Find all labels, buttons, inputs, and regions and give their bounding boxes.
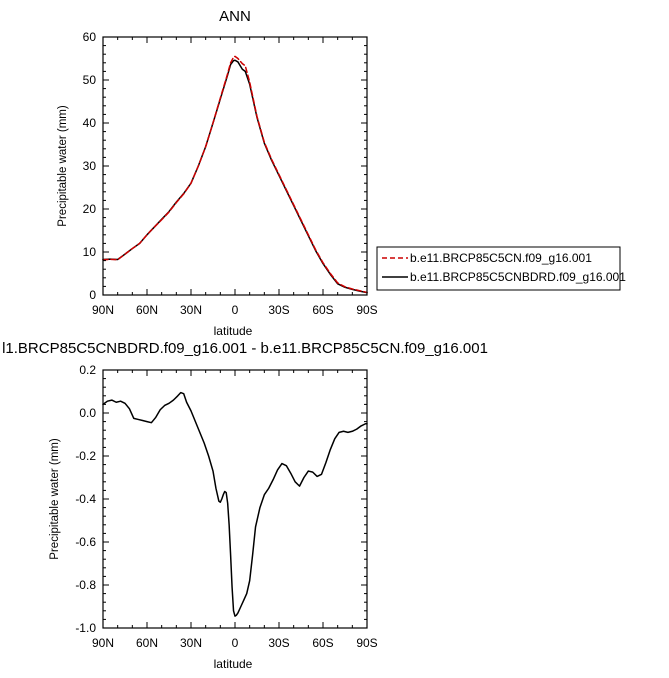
plot-frame	[102, 36, 368, 296]
legend-box	[376, 246, 621, 291]
x-tick-label: 30N	[180, 636, 202, 650]
x-tick-label: 30S	[268, 303, 289, 317]
tick-layer: 90N 60N 30N 0 30S 60S 90S 0.2 0.0 -0.2 -0.4 -0.6 -0.…	[75, 363, 377, 650]
y-tick-label: 50	[83, 73, 97, 87]
y-tick-label: -0.4	[75, 492, 96, 506]
x-tick-label: 90N	[92, 303, 114, 317]
y-tick-label: -0.8	[75, 578, 96, 592]
chart-difference-precipitable-water: l1.BRCP85C5CNBDRD.f09_g16.001 - b.e11.BR…	[2, 340, 488, 671]
series-layer	[102, 391, 368, 617]
x-tick-label: 30N	[180, 303, 202, 317]
plot-frame	[102, 369, 368, 629]
chart-title: ANN	[219, 8, 251, 25]
series-line-1	[102, 391, 368, 617]
y-tick-label: 40	[83, 116, 97, 130]
y-tick-label: 20	[83, 202, 97, 216]
x-tick-label: 60S	[312, 303, 333, 317]
x-tick-label: 60N	[136, 636, 158, 650]
x-tick-label: 90S	[356, 303, 377, 317]
x-tick-label: 60S	[312, 636, 333, 650]
tick-layer: 90N 60N 30N 0 30S 60S 90S 0 10 20 30 40 50 60	[83, 30, 378, 317]
x-tick-label: 30S	[268, 636, 289, 650]
x-tick-label: 90N	[92, 636, 114, 650]
y-tick-label: -1.0	[75, 621, 96, 635]
y-tick-label: 0.0	[79, 406, 96, 420]
x-tick-label: 0	[232, 303, 239, 317]
x-axis-label: latitude	[214, 324, 253, 338]
y-tick-label: 0.2	[79, 363, 96, 377]
y-tick-label: -0.6	[75, 535, 96, 549]
y-tick-label: 30	[83, 159, 97, 173]
series-line-1	[102, 55, 368, 294]
x-axis-label: latitude	[214, 657, 253, 671]
y-tick-label: 0	[89, 288, 96, 302]
x-tick-label: 0	[232, 636, 239, 650]
legend-label-series-1: b.e11.BRCP85C5CN.f09_g16.001	[410, 251, 592, 265]
y-tick-label: 10	[83, 245, 97, 259]
legend: b.e11.BRCP85C5CN.f09_g16.001 b.e11.BRCP8…	[376, 246, 626, 291]
series-line-2	[102, 59, 368, 294]
y-tick-label: 60	[83, 30, 97, 44]
series-layer	[102, 55, 368, 294]
legend-label-series-2: b.e11.BRCP85C5CNBDRD.f09_g16.001	[410, 270, 626, 284]
chart-ann-precipitable-water: ANN 90N 60N 30N 0 30S 60S 90S 0 10 20 30 40 50 60 lat…	[57, 8, 626, 338]
y-axis-label: Precipitable water (mm)	[57, 105, 69, 227]
y-axis-label: Precipitable water (mm)	[49, 438, 61, 560]
x-tick-label: 60N	[136, 303, 158, 317]
chart-title: l1.BRCP85C5CNBDRD.f09_g16.001 - b.e11.BR…	[2, 340, 488, 357]
y-tick-label: -0.2	[75, 449, 96, 463]
x-tick-label: 90S	[356, 636, 377, 650]
